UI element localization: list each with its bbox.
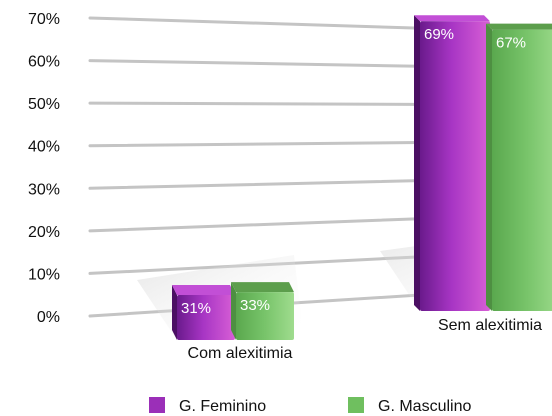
legend-label: G. Masculino (378, 398, 471, 415)
data-label: 31% (181, 300, 211, 317)
legend-swatch (348, 397, 364, 413)
category-label: Com alexitimia (188, 345, 293, 362)
y-tick-label: 40% (28, 139, 60, 156)
y-tick-label: 50% (28, 96, 60, 113)
bars (172, 15, 552, 340)
bar-top (231, 282, 294, 293)
bar-top (486, 23, 552, 30)
legend-label: G. Feminino (179, 398, 266, 415)
gridlines (88, 16, 547, 318)
bar-g-feminino-0 (177, 295, 235, 340)
y-tick-label: 10% (28, 266, 60, 283)
bar-g-masculino-1 (492, 29, 552, 311)
y-tick-label: 60% (28, 54, 60, 71)
legend-swatch (149, 397, 165, 413)
bar-side (172, 285, 177, 340)
y-axis-ticks: 0% 10% 20% 30% 40% 50% 60% 70% (28, 11, 60, 326)
category-label: Sem alexitimia (438, 317, 542, 334)
bar-g-feminino-1 (420, 21, 490, 311)
data-label: 69% (424, 26, 454, 43)
data-label: 33% (240, 297, 270, 314)
y-tick-label: 30% (28, 181, 60, 198)
bar-top (172, 285, 235, 296)
data-label: 67% (496, 35, 526, 52)
y-tick-label: 70% (28, 11, 60, 28)
legend: G. Feminino G. Masculino (149, 397, 471, 415)
y-tick-label: 20% (28, 224, 60, 241)
category-labels: Com alexitimia Sem alexitimia (188, 317, 543, 362)
bar-g-masculino-0 (236, 292, 294, 340)
bar-top (414, 15, 490, 22)
data-labels: 31% 33% 69% 67% (181, 26, 526, 317)
bar-side (486, 23, 492, 311)
y-tick-label: 0% (37, 309, 60, 326)
bar-side (231, 282, 236, 340)
bar-side (414, 15, 420, 311)
